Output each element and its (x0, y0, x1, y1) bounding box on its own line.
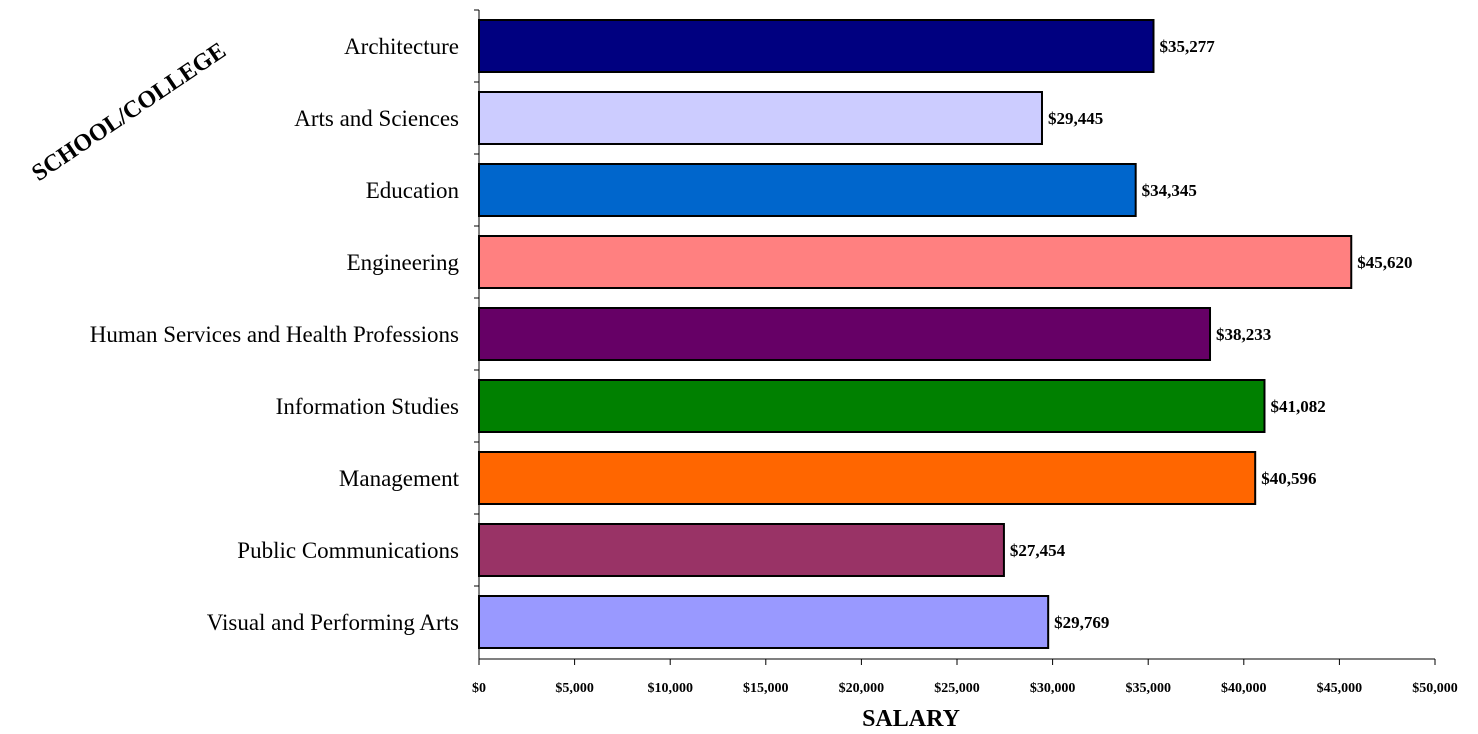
x-tick-label: $30,000 (1030, 681, 1076, 696)
bar-education (478, 163, 1137, 217)
value-label: $29,445 (1048, 109, 1103, 128)
bar-architecture (478, 19, 1155, 73)
value-label: $35,277 (1159, 37, 1215, 56)
category-label: Visual and Performing Arts (207, 610, 459, 635)
bar-arts-and-sciences (478, 91, 1043, 145)
value-label: $34,345 (1142, 181, 1197, 200)
category-label: Human Services and Health Professions (90, 322, 459, 347)
x-tick-label: $20,000 (839, 681, 885, 696)
bar-human-services-and-health-professions (478, 307, 1212, 361)
value-label: $40,596 (1261, 469, 1316, 488)
category-label: Information Studies (276, 394, 459, 419)
x-ticks-layer: $0 $5,000 $10,000 $15,000 $20,000 $25,000 $30,… (472, 9, 1458, 696)
bars-layer (478, 19, 1353, 649)
category-label: Arts and Sciences (294, 106, 459, 131)
bar-public-communications (478, 523, 1005, 577)
value-label: $29,769 (1054, 613, 1109, 632)
bar-management (478, 451, 1257, 505)
bar-engineering (478, 235, 1353, 289)
value-labels-layer: $35,277 $29,445 $34,345 $45,620 $38,233 $41,0… (1010, 37, 1413, 632)
category-label: Architecture (344, 34, 459, 59)
x-tick-label: $50,000 (1412, 681, 1458, 696)
category-label: Public Communications (237, 538, 459, 563)
value-label: $45,620 (1357, 253, 1412, 272)
x-tick-label: $35,000 (1125, 681, 1171, 696)
category-label: Management (339, 466, 460, 491)
x-tick-label: $45,000 (1317, 681, 1363, 696)
bar-visual-and-performing-arts (478, 595, 1050, 649)
category-label: Education (366, 178, 460, 203)
bar-information-studies (478, 379, 1266, 433)
y-axis-title: SCHOOL/COLLEGE (27, 38, 231, 187)
x-tick-label: $25,000 (934, 681, 980, 696)
category-label: Engineering (347, 250, 460, 275)
x-axis-title: SALARY (862, 706, 960, 729)
x-tick-label: $5,000 (555, 681, 594, 696)
x-tick-label: $0 (472, 681, 486, 696)
value-label: $27,454 (1010, 541, 1066, 560)
value-label: $38,233 (1216, 325, 1271, 344)
x-tick-label: $10,000 (647, 681, 693, 696)
x-tick-label: $15,000 (743, 681, 789, 696)
value-label: $41,082 (1270, 397, 1325, 416)
x-tick-label: $40,000 (1221, 681, 1267, 696)
category-labels-layer: Architecture Arts and Sciences Education En… (90, 34, 460, 635)
